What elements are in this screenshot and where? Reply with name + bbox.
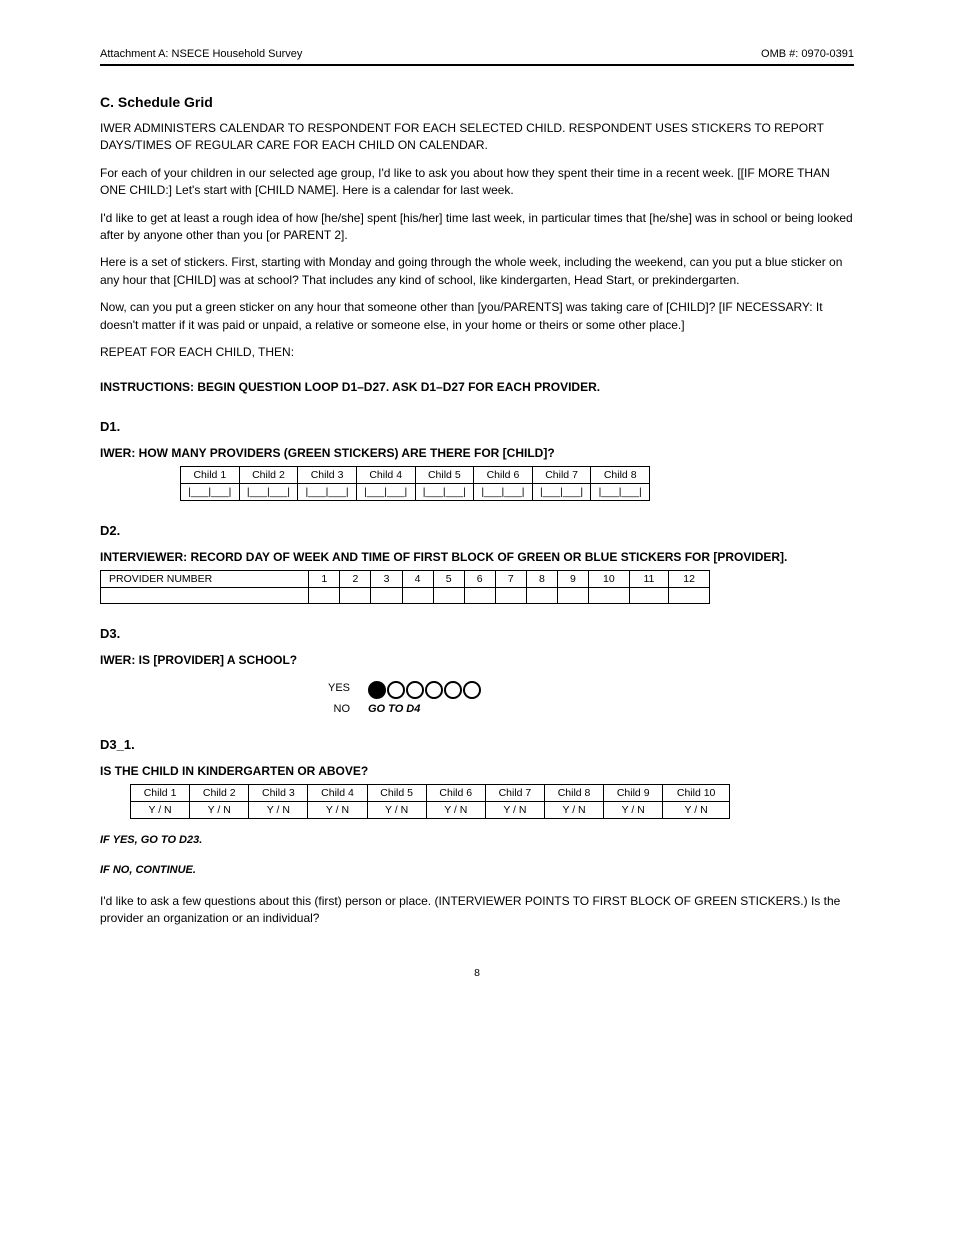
page-header: Attachment A: NSECE Household Survey OMB… — [100, 48, 854, 66]
d2-label: PROVIDER NUMBER — [101, 570, 309, 587]
d3-no-label: NO — [100, 703, 350, 715]
d1-table: Child 1 Child 2 Child 3 Child 4 Child 5 … — [180, 466, 650, 501]
section-c-intro: IWER ADMINISTERS CALENDAR TO RESPONDENT … — [100, 120, 854, 155]
d3-question: IWER: IS [PROVIDER] A SCHOOL? — [100, 653, 854, 667]
page-number: 8 — [100, 967, 854, 979]
d3_1-goto-no: IF NO, CONTINUE. — [100, 863, 854, 879]
d3-title: D3. — [100, 626, 854, 641]
d1-title: D1. — [100, 419, 854, 434]
d2-title: D2. — [100, 523, 854, 538]
section-c-title: C. Schedule Grid — [100, 94, 854, 110]
bubble-empty-icon — [463, 681, 481, 699]
d2-table: PROVIDER NUMBER 1 2 3 4 5 6 7 8 9 10 11 … — [100, 570, 710, 604]
header-right: OMB #: 0970-0391 — [761, 48, 854, 60]
bubble-empty-icon — [425, 681, 443, 699]
bubble-filled-icon — [368, 681, 386, 699]
instructions-line: INSTRUCTIONS: BEGIN QUESTION LOOP D1–D27… — [100, 379, 854, 396]
d3-yes-label: YES — [100, 682, 350, 694]
section-c-p5: REPEAT FOR EACH CHILD, THEN: — [100, 344, 854, 361]
section-c-p3: Here is a set of stickers. First, starti… — [100, 254, 854, 289]
section-c-p1: For each of your children in our selecte… — [100, 165, 854, 200]
bubble-empty-icon — [387, 681, 405, 699]
d1-row-children: Child 1 Child 2 Child 3 Child 4 Child 5 … — [181, 466, 650, 483]
d1-row-values: |___|___| |___|___| |___|___| |___|___| … — [181, 483, 650, 500]
section-c-p2: I'd like to get at least a rough idea of… — [100, 210, 854, 245]
d2-question: INTERVIEWER: RECORD DAY OF WEEK AND TIME… — [100, 550, 854, 564]
d3_1-goto-yes: IF YES, GO TO D23. — [100, 833, 854, 849]
header-left: Attachment A: NSECE Household Survey — [100, 48, 302, 60]
d3_1-question: IS THE CHILD IN KINDERGARTEN OR ABOVE? — [100, 764, 854, 778]
d1-question: IWER: HOW MANY PROVIDERS (GREEN STICKERS… — [100, 446, 854, 460]
d3-bubble-row — [368, 681, 481, 699]
d3-goto: GO TO D4 — [368, 703, 420, 715]
section-c-p4: Now, can you put a green sticker on any … — [100, 299, 854, 334]
bubble-empty-icon — [444, 681, 462, 699]
d3_1-followup: I'd like to ask a few questions about th… — [100, 893, 854, 928]
d3_1-table: Child 1 Child 2 Child 3 Child 4 Child 5 … — [130, 784, 730, 819]
d3_1-title: D3_1. — [100, 737, 854, 752]
bubble-empty-icon — [406, 681, 424, 699]
